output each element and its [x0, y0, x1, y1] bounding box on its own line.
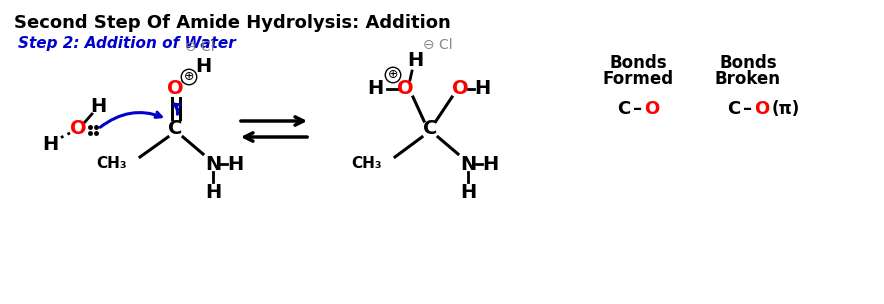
Text: CH₃: CH₃: [96, 157, 127, 171]
Text: Broken: Broken: [715, 70, 781, 88]
Text: –: –: [634, 100, 643, 118]
Text: H: H: [90, 98, 106, 116]
Text: C: C: [168, 119, 182, 139]
Text: Formed: Formed: [602, 70, 674, 88]
Text: H: H: [482, 154, 498, 174]
Text: H: H: [227, 154, 243, 174]
Text: H: H: [460, 182, 476, 202]
Text: Step 2: Addition of Water: Step 2: Addition of Water: [18, 36, 236, 51]
Text: C: C: [617, 100, 630, 118]
Text: CH₃: CH₃: [351, 157, 382, 171]
Text: H: H: [42, 134, 58, 154]
Text: C: C: [728, 100, 741, 118]
Text: H: H: [194, 57, 211, 77]
Text: (π): (π): [772, 100, 800, 118]
Text: ⊖ Cl: ⊖ Cl: [185, 40, 215, 54]
Text: H: H: [205, 182, 221, 202]
Text: Bonds: Bonds: [720, 54, 777, 72]
Text: O: O: [644, 100, 659, 118]
Text: –: –: [743, 100, 752, 118]
Text: Second Step Of Amide Hydrolysis: Addition: Second Step Of Amide Hydrolysis: Additio…: [14, 14, 451, 32]
Text: O: O: [397, 80, 414, 98]
Text: O: O: [754, 100, 770, 118]
Text: Bonds: Bonds: [609, 54, 667, 72]
Text: N: N: [460, 154, 476, 174]
Text: H: H: [407, 51, 423, 71]
Text: ⊖ Cl: ⊖ Cl: [423, 38, 453, 52]
Text: ⊕: ⊕: [388, 68, 399, 81]
Text: O: O: [452, 80, 469, 98]
Text: H: H: [367, 80, 383, 98]
Text: C: C: [423, 119, 438, 139]
Text: H: H: [474, 80, 490, 98]
Text: ⊕: ⊕: [184, 71, 194, 84]
Text: O: O: [167, 80, 183, 98]
Text: O: O: [70, 119, 87, 139]
Text: N: N: [205, 154, 221, 174]
